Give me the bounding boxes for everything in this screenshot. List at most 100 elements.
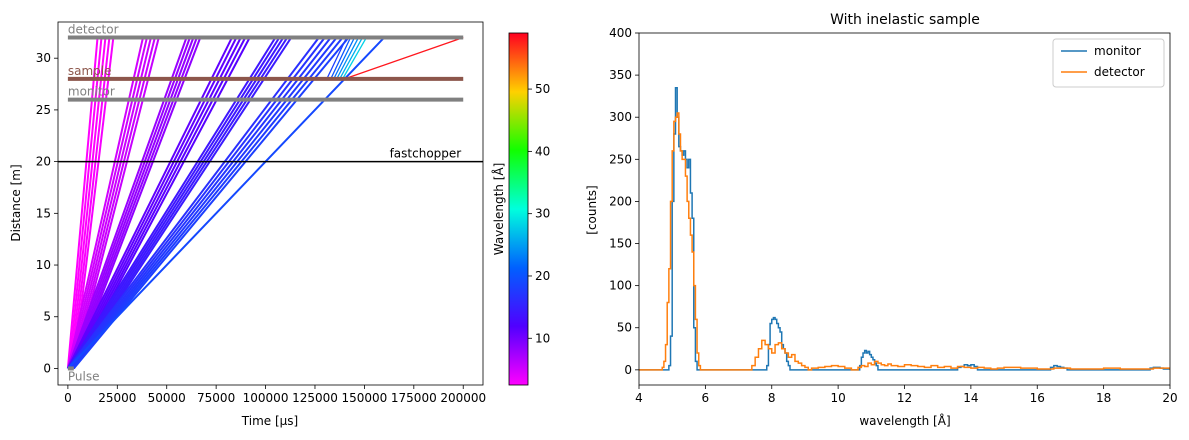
neutron-path-group-2 (71, 37, 198, 369)
histogram-title: With inelastic sample (830, 12, 980, 28)
x-tick-label: 75000 (197, 391, 235, 405)
time-distance-panel: detector sample monitor fastchopper Pulse 0 25… (9, 21, 486, 428)
x-tick-label: 150000 (341, 391, 387, 405)
neutron-path-group-1 (68, 37, 148, 369)
colorbar-ticks: 10 20 30 40 50 (528, 82, 550, 345)
scattered-path-1 (344, 36, 464, 80)
x-tick-label: 16 (1030, 391, 1045, 405)
scattered-path-0 (326, 37, 348, 80)
y-tick-label: 150 (609, 237, 632, 251)
component-label-pulse: Pulse (68, 369, 100, 383)
neutron-path-group-5 (70, 36, 338, 370)
y-tick-label: 15 (36, 206, 51, 220)
component-label-detector: detector (68, 23, 119, 37)
component-label-monitor: monitor (68, 85, 115, 99)
y-tick-label: 10 (36, 258, 51, 272)
legend-label-detector: detector (1094, 65, 1145, 79)
histogram-ylabel: [counts] (585, 185, 599, 234)
neutron-path-group-0 (66, 37, 99, 369)
neutron-path-group-1 (69, 37, 152, 369)
histogram-legend: monitor detector (1052, 38, 1165, 88)
neutron-path-group-3 (68, 37, 238, 369)
histogram-line-monitor (639, 86, 1170, 371)
neutron-path-group-2 (68, 37, 191, 369)
neutron-path-group-2 (66, 37, 188, 369)
neutron-path-group-0 (69, 37, 107, 369)
neutron-path-group-0 (68, 37, 103, 369)
neutron-path-group-5 (68, 36, 326, 370)
x-tick-label: 125000 (292, 391, 338, 405)
x-tick-label: 25000 (98, 391, 136, 405)
time-distance-plot-area (58, 35, 483, 371)
y-tick-label: 300 (609, 110, 632, 124)
neutron-path-group-2 (69, 37, 195, 369)
histogram-xlabel: wavelength [Å] (859, 413, 950, 428)
y-tick-label: 0 (624, 363, 632, 377)
colorbar-gradient (509, 33, 528, 385)
neutron-path-group-4 (67, 36, 277, 369)
time-distance-ylabel: Distance [m] (9, 164, 23, 241)
time-distance-axes: detector sample monitor fastchopper Pulse 0 25… (36, 23, 486, 405)
time-distance-frame (57, 21, 484, 386)
neutron-path-group-4 (71, 36, 289, 369)
histogram-plot-area (639, 86, 1170, 371)
x-tick-label: 175000 (391, 391, 437, 405)
x-tick-label: 0 (64, 391, 72, 405)
y-tick-label: 350 (609, 68, 632, 82)
neutron-path-direct (67, 36, 385, 370)
neutron-path-group-4 (68, 36, 281, 369)
y-tick-label: 50 (617, 321, 632, 335)
x-tick-label: 18 (1096, 391, 1111, 405)
colorbar-tick-label: 20 (535, 269, 550, 283)
neutron-path-group-5 (69, 36, 332, 370)
neutron-path-group-0 (71, 37, 111, 369)
neutron-path-group-5 (71, 36, 344, 370)
x-tick-label: 10 (830, 391, 845, 405)
colorbar-frame (508, 32, 529, 386)
neutron-path-group-3 (71, 37, 247, 369)
x-tick-label: 4 (635, 391, 643, 405)
colorbar-tick-label: 40 (535, 144, 550, 158)
x-tick-label: 50000 (148, 391, 186, 405)
scattered-path-0 (339, 37, 363, 80)
neutron-path-group-5 (67, 36, 320, 370)
scattered-path-0 (330, 37, 352, 80)
x-tick-label: 20 (1162, 391, 1177, 405)
scattered-path-0 (336, 37, 360, 80)
component-label-fastchopper: fastchopper (390, 147, 462, 161)
wavelength-colorbar: 10 20 30 40 50 Wavelength [Å] (491, 32, 550, 386)
time-distance-xlabel: Time [µs] (241, 414, 298, 428)
x-tick-label: 100000 (243, 391, 289, 405)
component-label-sample: sample (68, 64, 112, 78)
scattered-path-0 (342, 37, 367, 80)
y-tick-label: 0 (43, 361, 51, 375)
neutron-path-group-3 (66, 37, 233, 369)
y-tick-label: 5 (43, 310, 51, 324)
colorbar-tick-label: 30 (535, 207, 550, 221)
x-tick-label: 12 (897, 391, 912, 405)
y-tick-label: 25 (36, 103, 51, 117)
y-tick-label: 200 (609, 194, 632, 208)
colorbar-label: Wavelength [Å] (491, 163, 506, 256)
wavelength-histogram-panel: With inelastic sample 4 6 8 10 12 14 16 18 20050… (585, 12, 1178, 428)
x-tick-label: 6 (702, 391, 710, 405)
y-tick-label: 400 (609, 26, 632, 40)
neutron-path-group-3 (69, 37, 242, 369)
x-tick-label: 200000 (440, 391, 486, 405)
neutron-path-group-1 (71, 37, 156, 369)
y-tick-label: 20 (36, 155, 51, 169)
y-tick-label: 100 (609, 279, 632, 293)
neutron-path-group-4 (70, 36, 285, 369)
histogram-line-detector (639, 112, 1170, 371)
y-tick-label: 30 (36, 51, 51, 65)
neutron-path-group-1 (66, 37, 144, 369)
colorbar-tick-label: 10 (535, 331, 550, 345)
y-tick-label: 250 (609, 152, 632, 166)
scattered-path-0 (333, 37, 356, 80)
x-tick-label: 8 (768, 391, 776, 405)
legend-label-monitor: monitor (1094, 44, 1141, 58)
colorbar-tick-label: 50 (535, 82, 550, 96)
x-tick-label: 14 (963, 391, 978, 405)
